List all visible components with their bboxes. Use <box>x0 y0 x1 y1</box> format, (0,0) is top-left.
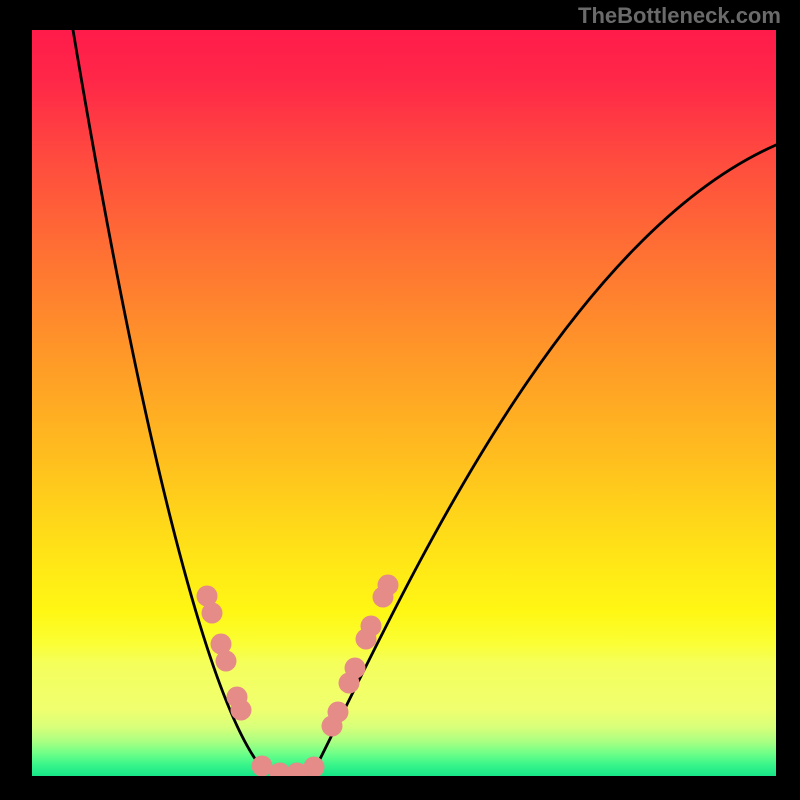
data-marker <box>328 702 349 723</box>
data-marker <box>345 658 366 679</box>
data-marker <box>231 700 252 721</box>
data-marker <box>216 651 237 672</box>
data-marker <box>252 756 273 777</box>
watermark-text: TheBottleneck.com <box>578 3 781 29</box>
data-marker <box>202 603 223 624</box>
data-marker <box>304 757 325 778</box>
chart-svg <box>0 0 800 800</box>
data-marker <box>361 616 382 637</box>
data-marker <box>378 575 399 596</box>
chart-root: TheBottleneck.com <box>0 0 800 800</box>
